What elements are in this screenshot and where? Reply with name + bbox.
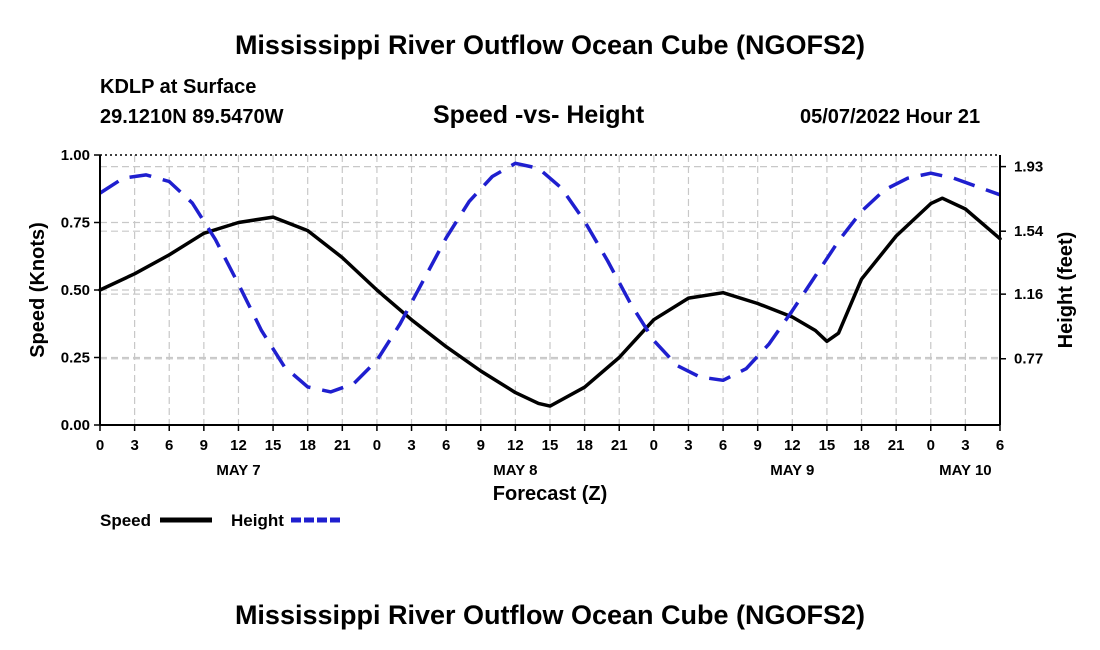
x-tick-label: 15 — [819, 437, 836, 454]
x-tick-label: 3 — [684, 437, 692, 454]
station-label: KDLP at Surface — [100, 76, 257, 98]
x-tick-label: 3 — [130, 437, 138, 454]
y-right-tick-label: 1.93 — [1014, 159, 1043, 176]
y-left-tick-label: 0.00 — [61, 417, 90, 434]
coordinates-label: 29.1210N 89.5470W — [100, 106, 284, 128]
x-tick-label: 12 — [784, 437, 801, 454]
x-axis-label: Forecast (Z) — [493, 483, 607, 505]
x-tick-label: 9 — [754, 437, 762, 454]
x-tick-label: 9 — [477, 437, 485, 454]
y-left-tick-label: 0.50 — [61, 282, 90, 299]
x-tick-label: 6 — [719, 437, 727, 454]
x-tick-label: 12 — [230, 437, 247, 454]
date-label: MAY 10 — [939, 462, 992, 479]
legend-height-label: Height — [231, 511, 284, 530]
x-tick-label: 0 — [927, 437, 935, 454]
x-tick-label: 9 — [200, 437, 208, 454]
x-tick-label: 18 — [853, 437, 870, 454]
legend-speed-label: Speed — [100, 511, 151, 530]
y-left-tick-label: 0.25 — [61, 350, 90, 367]
x-tick-label: 18 — [576, 437, 593, 454]
forecast-datetime: 05/07/2022 Hour 21 — [800, 106, 981, 128]
x-tick-label: 0 — [96, 437, 104, 454]
x-tick-label: 21 — [334, 437, 351, 454]
chart-subtitle: Speed -vs- Height — [433, 101, 645, 129]
x-tick-label: 21 — [611, 437, 628, 454]
y-left-tick-label: 1.00 — [61, 147, 90, 164]
date-label: MAY 9 — [770, 462, 814, 479]
x-tick-label: 3 — [407, 437, 415, 454]
x-tick-label: 18 — [299, 437, 316, 454]
x-tick-label: 3 — [961, 437, 969, 454]
x-tick-label: 21 — [888, 437, 905, 454]
x-tick-label: 15 — [542, 437, 559, 454]
y-right-axis-label: Height (feet) — [1055, 232, 1077, 349]
x-tick-label: 0 — [373, 437, 381, 454]
date-label: MAY 8 — [493, 462, 537, 479]
y-right-tick-label: 0.77 — [1014, 351, 1043, 368]
x-tick-label: 0 — [650, 437, 658, 454]
date-label: MAY 7 — [216, 462, 260, 479]
x-tick-label: 6 — [996, 437, 1004, 454]
footer-title: Mississippi River Outflow Ocean Cube (NG… — [234, 600, 866, 630]
y-left-axis-label: Speed (Knots) — [27, 222, 49, 358]
x-tick-label: 6 — [442, 437, 450, 454]
height-series-line — [99, 161, 1001, 394]
y-right-tick-label: 1.54 — [1014, 223, 1044, 240]
y-left-tick-label: 0.75 — [61, 215, 90, 232]
y-right-tick-label: 1.16 — [1014, 286, 1043, 303]
x-tick-label: 15 — [265, 437, 282, 454]
speed-series-line — [98, 196, 1002, 408]
x-tick-label: 12 — [507, 437, 524, 454]
x-tick-label: 6 — [165, 437, 173, 454]
chart-title: Mississippi River Outflow Ocean Cube (NG… — [234, 30, 866, 60]
